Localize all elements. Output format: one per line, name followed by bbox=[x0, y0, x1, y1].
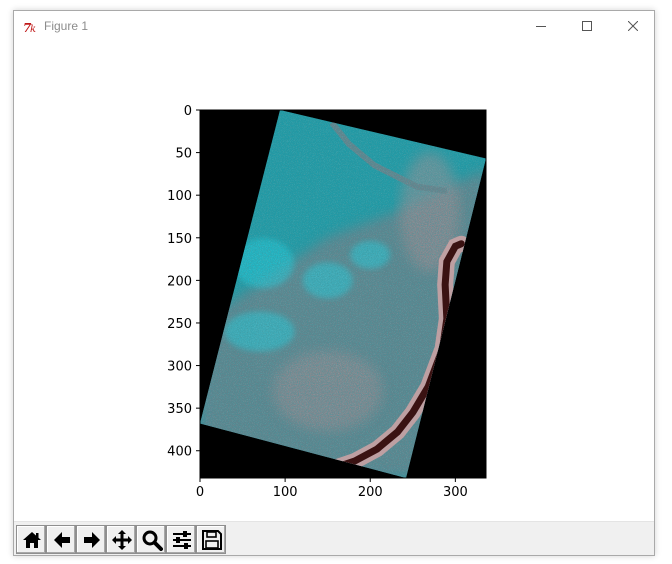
y-tick-label: 150 bbox=[167, 232, 192, 247]
x-tick-label: 0 bbox=[196, 485, 204, 500]
x-tick-label: 100 bbox=[273, 485, 298, 500]
floppy-disk-icon bbox=[202, 530, 222, 550]
y-tick-label: 400 bbox=[167, 445, 192, 460]
sliders-icon bbox=[173, 531, 191, 549]
y-tick-label: 100 bbox=[167, 189, 192, 204]
close-button[interactable] bbox=[610, 11, 656, 41]
back-button[interactable] bbox=[46, 525, 76, 554]
svg-text:7: 7 bbox=[23, 21, 32, 34]
home-button[interactable] bbox=[16, 525, 46, 554]
axes-spines bbox=[199, 109, 487, 479]
save-button[interactable] bbox=[196, 525, 226, 554]
y-tick-label: 250 bbox=[167, 317, 192, 332]
pan-button[interactable] bbox=[106, 525, 136, 554]
zoom-button[interactable] bbox=[136, 525, 166, 554]
forward-button[interactable] bbox=[76, 525, 106, 554]
move-icon bbox=[112, 530, 132, 550]
satellite-image bbox=[200, 110, 486, 478]
tk-feather-icon: 7 k bbox=[23, 19, 39, 35]
home-icon bbox=[23, 532, 41, 548]
axis-ticks: 0 100 200 300 0 50 100 150 200 250 300 350 400 bbox=[167, 104, 468, 500]
navigation-toolbar bbox=[14, 521, 654, 555]
arrow-left-icon bbox=[54, 532, 70, 548]
axes-frame bbox=[199, 109, 487, 479]
figure-window: 7 k Figure 1 bbox=[13, 10, 655, 556]
y-tick-label: 300 bbox=[167, 360, 192, 375]
configure-subplots-button[interactable] bbox=[166, 525, 196, 554]
plot-axes[interactable]: 0 100 200 300 0 50 100 150 200 250 300 350 400 bbox=[14, 41, 654, 521]
svg-text:k: k bbox=[30, 24, 36, 34]
minimize-button[interactable] bbox=[518, 11, 564, 41]
x-tick-label: 300 bbox=[443, 485, 468, 500]
close-icon bbox=[628, 21, 638, 31]
minimize-icon bbox=[536, 26, 546, 27]
maximize-icon bbox=[582, 21, 592, 31]
arrow-right-icon bbox=[84, 532, 100, 548]
figure-canvas[interactable]: 0 100 200 300 0 50 100 150 200 250 300 350 400 bbox=[14, 41, 654, 521]
y-tick-label: 200 bbox=[167, 274, 192, 289]
magnifier-icon bbox=[142, 530, 163, 551]
y-tick-label: 350 bbox=[167, 402, 192, 417]
x-tick-label: 200 bbox=[358, 485, 383, 500]
y-tick-label: 50 bbox=[175, 147, 192, 162]
maximize-button[interactable] bbox=[564, 11, 610, 41]
window-title: Figure 1 bbox=[44, 19, 89, 33]
title-bar[interactable]: 7 k Figure 1 bbox=[14, 11, 654, 41]
y-tick-label: 0 bbox=[184, 104, 192, 119]
